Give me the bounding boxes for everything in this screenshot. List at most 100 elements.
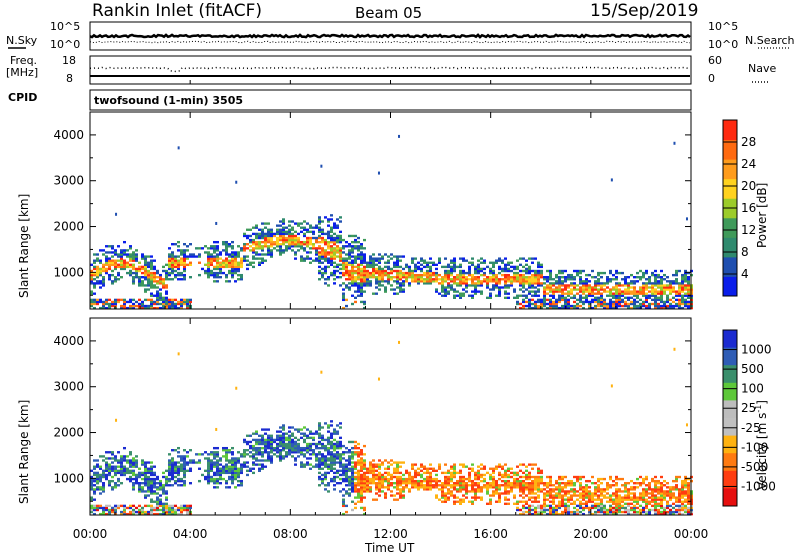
power-cell bbox=[423, 280, 426, 283]
power-cell bbox=[255, 224, 258, 227]
velocity-cell bbox=[213, 455, 216, 458]
velocity-cell bbox=[90, 484, 93, 487]
velocity-cell bbox=[468, 467, 471, 470]
power-cell bbox=[120, 253, 123, 256]
power-cell bbox=[408, 276, 411, 279]
velocity-cell bbox=[177, 471, 180, 475]
velocity-cell bbox=[171, 469, 174, 473]
power-cell bbox=[345, 278, 348, 281]
velocity-cell bbox=[261, 438, 264, 442]
velocity-cell bbox=[102, 484, 105, 487]
velocity-cell bbox=[363, 473, 366, 477]
power-cell bbox=[165, 304, 168, 308]
velocity-cell bbox=[117, 504, 120, 508]
velocity-cell bbox=[528, 504, 531, 508]
power-cell bbox=[531, 294, 534, 297]
power-cell bbox=[117, 273, 120, 277]
velocity-cell bbox=[633, 512, 636, 516]
velocity-cell bbox=[282, 438, 285, 442]
power-cell bbox=[309, 251, 312, 254]
power-cell bbox=[321, 220, 324, 223]
velocity-cell bbox=[357, 482, 360, 485]
velocity-cell bbox=[378, 471, 381, 475]
power-cell bbox=[330, 253, 333, 256]
power-cell bbox=[351, 265, 354, 269]
velocity-cell bbox=[222, 465, 225, 468]
velocity-cell bbox=[135, 461, 138, 464]
velocity-cell bbox=[279, 455, 282, 458]
power-cell bbox=[459, 273, 462, 277]
power-cell bbox=[111, 245, 114, 248]
power-cell bbox=[360, 292, 363, 295]
power-cell bbox=[339, 253, 342, 256]
velocity-cell bbox=[453, 502, 456, 505]
power-cell bbox=[537, 276, 540, 279]
noise-panel-frame bbox=[89, 21, 692, 51]
velocity-cell bbox=[654, 486, 657, 489]
power-cell bbox=[153, 280, 156, 283]
power-cell bbox=[603, 290, 606, 293]
velocity-cell bbox=[153, 486, 156, 489]
power-cell bbox=[600, 300, 603, 304]
power-cell bbox=[246, 267, 249, 271]
power-cell bbox=[624, 282, 627, 285]
power-cell bbox=[171, 263, 174, 267]
power-cell bbox=[279, 249, 282, 252]
velocity-cell bbox=[600, 498, 603, 501]
velocity-cell bbox=[111, 469, 114, 473]
power-cell bbox=[513, 296, 516, 299]
power-cell bbox=[510, 282, 513, 285]
velocity-cell bbox=[426, 486, 429, 489]
velocity-cell bbox=[144, 475, 147, 479]
velocity-cell bbox=[150, 506, 153, 510]
power-cell bbox=[321, 253, 324, 256]
velocity-cell bbox=[453, 473, 456, 477]
power-cell bbox=[327, 278, 330, 281]
velocity-cell bbox=[249, 467, 252, 470]
power-cell bbox=[300, 247, 303, 250]
power-cell bbox=[588, 284, 591, 287]
velocity-cell bbox=[615, 492, 618, 495]
velocity-cell bbox=[402, 482, 405, 485]
velocity-cell bbox=[156, 500, 159, 503]
power-cell bbox=[153, 265, 156, 269]
power-cell bbox=[219, 276, 222, 279]
power-cell bbox=[264, 253, 267, 256]
velocity-cell bbox=[420, 475, 423, 479]
power-cell bbox=[594, 296, 597, 299]
power-cell bbox=[570, 284, 573, 287]
power-cell bbox=[357, 276, 360, 279]
velocity-cell bbox=[252, 438, 255, 442]
power-cell bbox=[330, 214, 333, 217]
power-cell bbox=[297, 222, 300, 225]
velocity-cell bbox=[117, 479, 120, 483]
velocity-cell bbox=[228, 469, 231, 473]
velocity-cell bbox=[654, 504, 657, 508]
velocity-cell bbox=[645, 498, 648, 501]
velocity-cell bbox=[105, 465, 108, 468]
power-cell bbox=[468, 284, 471, 287]
velocity-cell bbox=[372, 459, 375, 462]
velocity-cell bbox=[477, 488, 480, 491]
velocity-cell bbox=[582, 496, 585, 499]
power-cell bbox=[249, 261, 252, 264]
power-cell bbox=[615, 306, 618, 310]
velocity-cell bbox=[348, 459, 351, 462]
power-cell bbox=[579, 304, 582, 308]
velocity-cell bbox=[216, 471, 219, 475]
velocity-cell bbox=[165, 504, 168, 508]
power-cell bbox=[111, 259, 114, 262]
velocity-cell bbox=[225, 457, 228, 460]
velocity-cell bbox=[558, 488, 561, 491]
velocity-cell bbox=[336, 424, 339, 427]
velocity-cell bbox=[252, 453, 255, 456]
velocity-cell bbox=[639, 494, 642, 497]
velocity-cell bbox=[159, 486, 162, 489]
power-cell bbox=[309, 243, 312, 246]
velocity-cell bbox=[150, 492, 153, 495]
power-cell bbox=[687, 290, 690, 293]
velocity-cell bbox=[402, 488, 405, 491]
power-cell bbox=[360, 255, 363, 258]
velocity-cell bbox=[204, 451, 207, 454]
power-cell bbox=[366, 269, 369, 273]
